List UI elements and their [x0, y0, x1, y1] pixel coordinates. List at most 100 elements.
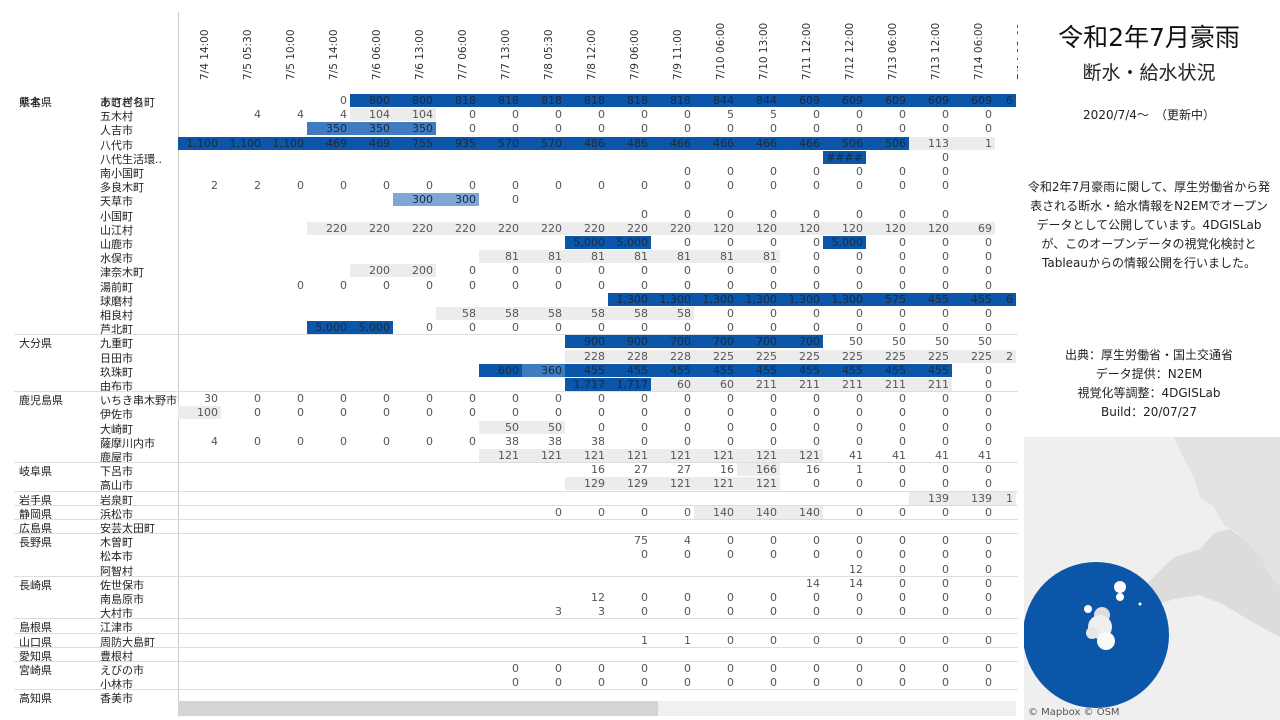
value-cell[interactable]: 300: [436, 193, 479, 207]
value-cell[interactable]: 0: [727, 236, 734, 249]
value-cell[interactable]: 0: [555, 392, 562, 406]
value-cell[interactable]: 0: [942, 534, 949, 548]
value-cell[interactable]: 0: [899, 264, 906, 278]
value-cell[interactable]: 0: [856, 591, 863, 604]
value-cell[interactable]: 818: [522, 94, 565, 107]
value-cell[interactable]: 0: [942, 236, 949, 249]
value-cell[interactable]: 0: [641, 392, 648, 406]
value-cell[interactable]: 0: [856, 207, 863, 221]
value-cell[interactable]: 81: [737, 250, 780, 264]
value-cell[interactable]: 1,300: [651, 292, 694, 306]
value-cell[interactable]: 0: [942, 463, 949, 477]
value-cell[interactable]: 0: [426, 406, 433, 420]
value-cell[interactable]: 50: [849, 335, 863, 349]
value-cell[interactable]: 81: [651, 250, 694, 264]
value-cell[interactable]: 58: [522, 307, 565, 320]
value-cell[interactable]: 0: [813, 605, 820, 619]
value-cell[interactable]: 0: [770, 662, 777, 675]
value-cell[interactable]: 0: [555, 264, 562, 278]
value-cell[interactable]: 0: [899, 236, 906, 249]
value-cell[interactable]: 455: [823, 363, 866, 377]
value-cell[interactable]: 0: [813, 236, 820, 249]
value-cell[interactable]: 2: [254, 179, 261, 193]
value-cell[interactable]: 58: [651, 307, 694, 320]
value-cell[interactable]: 0: [856, 434, 863, 448]
value-cell[interactable]: 0: [856, 165, 863, 178]
value-cell[interactable]: 0: [770, 307, 777, 320]
value-cell[interactable]: 0: [899, 562, 906, 576]
value-cell[interactable]: 0: [727, 676, 734, 690]
value-cell[interactable]: 0: [856, 307, 863, 320]
value-cell[interactable]: 0: [899, 392, 906, 406]
value-cell[interactable]: 0: [770, 236, 777, 249]
value-cell[interactable]: 0: [942, 321, 949, 335]
value-cell[interactable]: 0: [899, 321, 906, 335]
value-cell[interactable]: 0: [770, 179, 777, 193]
value-cell[interactable]: 0: [985, 676, 992, 690]
value-cell[interactable]: 0: [297, 392, 304, 406]
value-cell[interactable]: 0: [985, 420, 992, 434]
value-cell[interactable]: 0: [985, 378, 992, 391]
value-cell[interactable]: 0: [942, 605, 949, 619]
value-cell[interactable]: 75: [634, 534, 648, 548]
value-cell[interactable]: 0: [684, 434, 691, 448]
value-cell[interactable]: 0: [813, 534, 820, 548]
value-cell[interactable]: 0: [770, 591, 777, 604]
value-cell[interactable]: 41: [892, 449, 906, 462]
value-cell[interactable]: 0: [512, 108, 519, 122]
value-cell[interactable]: 469: [350, 136, 393, 150]
value-cell[interactable]: 0: [899, 505, 906, 519]
value-cell[interactable]: 1,300: [694, 292, 737, 306]
value-cell[interactable]: 104: [393, 108, 436, 122]
value-cell[interactable]: 350: [393, 122, 436, 136]
value-cell[interactable]: 60: [651, 378, 694, 391]
value-cell[interactable]: 0: [555, 662, 562, 675]
value-cell[interactable]: 1,100: [221, 136, 264, 150]
value-cell[interactable]: 1: [952, 136, 995, 150]
value-cell[interactable]: 104: [350, 108, 393, 122]
value-cell[interactable]: 27: [677, 463, 691, 477]
value-cell[interactable]: 139: [909, 491, 952, 505]
value-cell[interactable]: 220: [436, 221, 479, 235]
value-cell[interactable]: 0: [684, 108, 691, 122]
value-cell[interactable]: 121: [737, 477, 780, 491]
value-cell[interactable]: 900: [608, 335, 651, 349]
value-cell[interactable]: 0: [727, 633, 734, 647]
value-cell[interactable]: 0: [985, 250, 992, 264]
value-cell[interactable]: 0: [727, 534, 734, 548]
value-cell[interactable]: 486: [565, 136, 608, 150]
value-cell[interactable]: 12: [591, 591, 605, 604]
value-cell[interactable]: 120: [866, 221, 909, 235]
value-cell[interactable]: 0: [555, 676, 562, 690]
value-cell[interactable]: 300: [393, 193, 436, 207]
value-cell[interactable]: 1: [641, 633, 648, 647]
value-cell[interactable]: 0: [641, 108, 648, 122]
value-cell[interactable]: 0: [770, 207, 777, 221]
value-cell[interactable]: 0: [856, 122, 863, 136]
horizontal-scrollbar[interactable]: [178, 701, 1016, 716]
value-cell[interactable]: 0: [598, 179, 605, 193]
value-cell[interactable]: 200: [393, 264, 436, 278]
value-cell[interactable]: 0: [555, 406, 562, 420]
value-cell[interactable]: 16: [591, 463, 605, 477]
value-cell[interactable]: 0: [598, 264, 605, 278]
value-cell[interactable]: 0: [813, 392, 820, 406]
value-cell[interactable]: 0: [942, 122, 949, 136]
value-cell[interactable]: 225: [694, 349, 737, 363]
value-cell[interactable]: 4: [297, 108, 304, 122]
value-cell[interactable]: 129: [565, 477, 608, 491]
value-cell[interactable]: 469: [307, 136, 350, 150]
value-cell[interactable]: 0: [254, 392, 261, 406]
value-cell[interactable]: 211: [866, 378, 909, 391]
value-cell[interactable]: 700: [694, 335, 737, 349]
value-cell[interactable]: 0: [727, 406, 734, 420]
value-cell[interactable]: 0: [856, 662, 863, 675]
value-cell[interactable]: 0: [555, 122, 562, 136]
value-cell[interactable]: 0: [641, 434, 648, 448]
value-cell[interactable]: 0: [770, 406, 777, 420]
value-cell[interactable]: 58: [608, 307, 651, 320]
value-cell[interactable]: 0: [899, 662, 906, 675]
value-cell[interactable]: 5,000: [823, 236, 866, 249]
value-cell[interactable]: 0: [641, 406, 648, 420]
value-cell[interactable]: 220: [307, 221, 350, 235]
